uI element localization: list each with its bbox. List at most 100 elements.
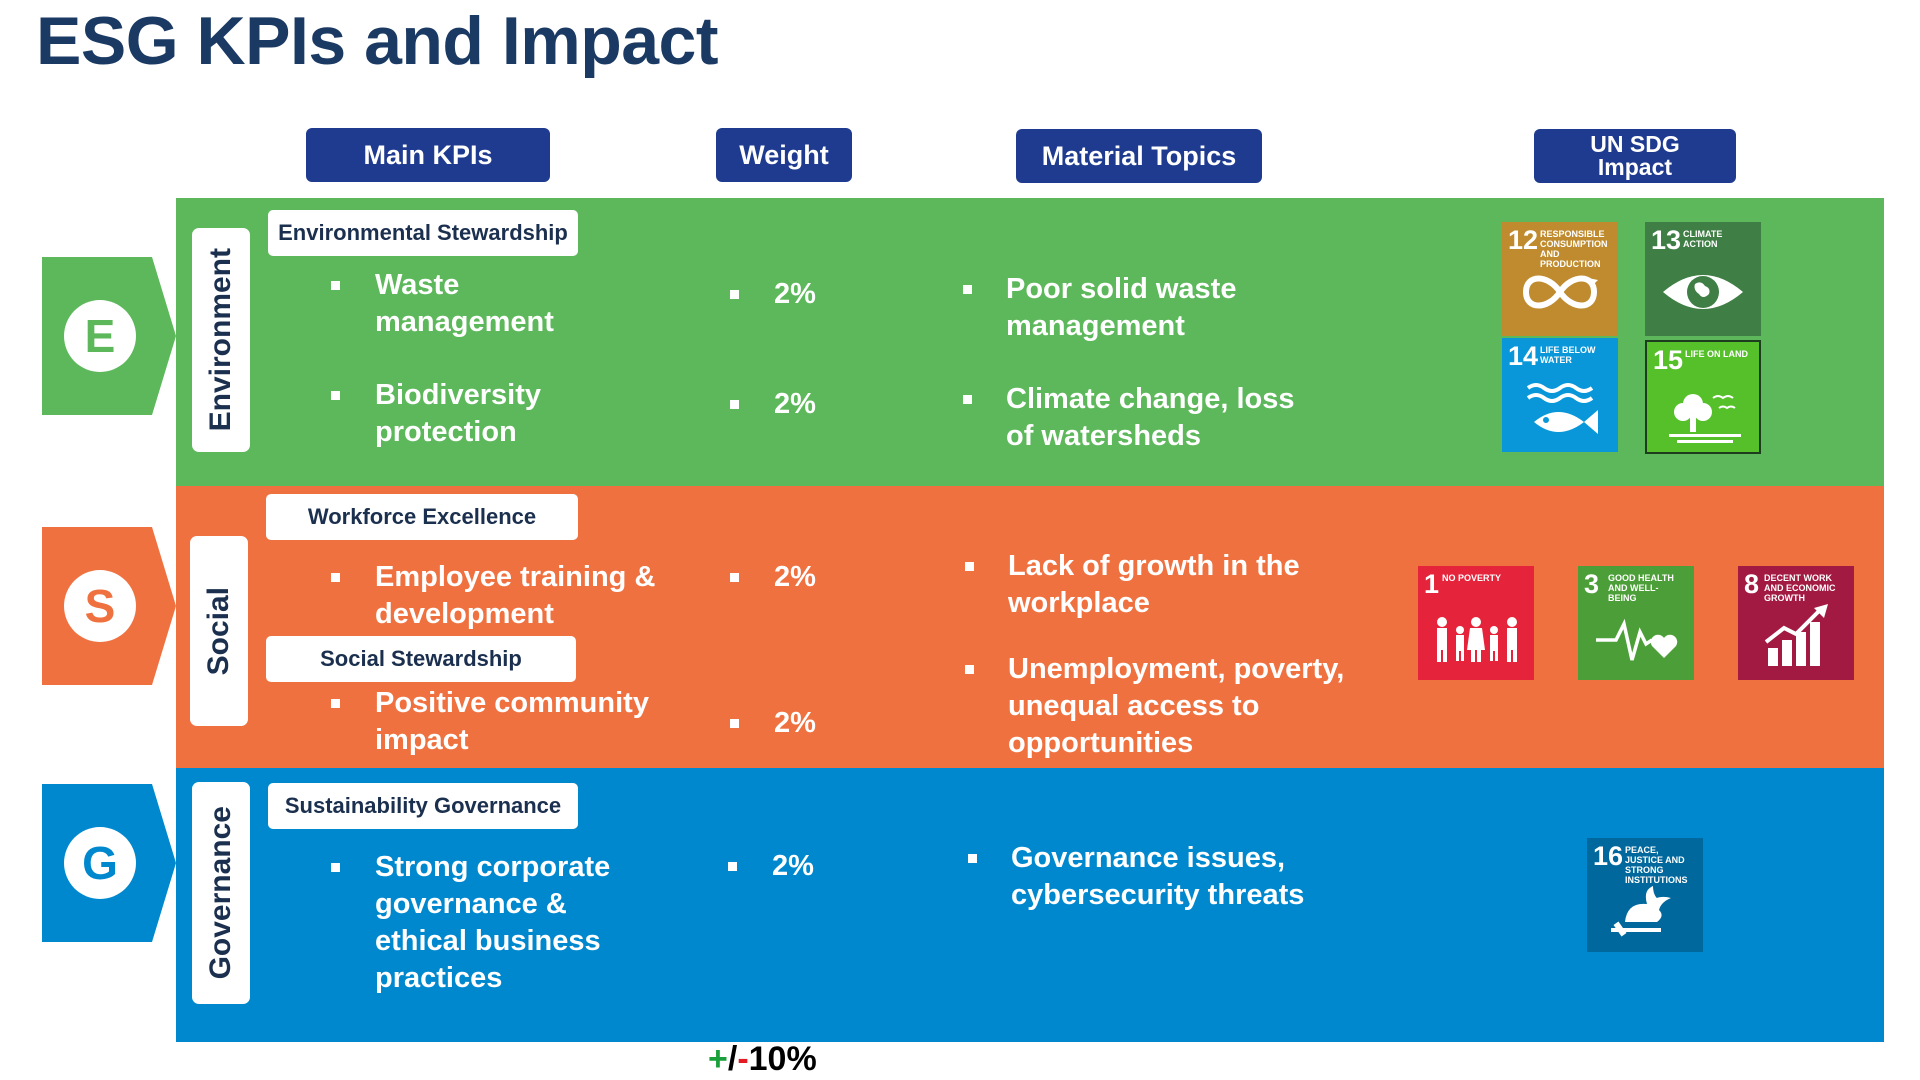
sdg8-tile: 8 Decent Work and Economic Growth — [1738, 566, 1854, 680]
social-letter: S — [64, 570, 136, 642]
topic-line: Governance issues, — [1011, 842, 1286, 874]
sdg14-number: 14 — [1508, 341, 1539, 371]
weight-value: 2% — [774, 561, 816, 593]
family-icon — [1437, 617, 1517, 662]
kpi-line: development — [375, 598, 554, 630]
sdg15-label: Life On Land — [1685, 349, 1748, 359]
topic-line: workplace — [1008, 587, 1150, 619]
sdg12-label: Responsible Consumption and Production — [1540, 229, 1608, 269]
kpi-line: practices — [375, 962, 503, 994]
topic-line: Lack of growth in the — [1008, 550, 1300, 582]
bullet-icon — [963, 395, 972, 404]
tree-birds-icon — [1669, 394, 1741, 443]
bullet-icon — [968, 854, 977, 863]
eye-globe-icon — [1663, 275, 1743, 309]
sdg15-number: 15 — [1653, 345, 1684, 375]
header-material-topics-label: Material Topics — [1041, 140, 1237, 171]
sdg3-label: Good Health and Well-Being — [1608, 573, 1674, 603]
sdg1-number: 1 — [1424, 569, 1440, 599]
sdg12-number: 12 — [1508, 225, 1539, 255]
header-un-sdg-line1: UN SDG — [1590, 131, 1680, 157]
kpi-line: protection — [375, 416, 517, 448]
header-weight: Weight — [716, 128, 852, 182]
governance-label: Governance — [192, 782, 250, 1004]
sdg13-number: 13 — [1651, 225, 1682, 255]
bullet-icon — [331, 281, 340, 290]
subgroup-sustainability-governance: Sustainability Governance — [268, 783, 578, 829]
bullet-icon — [730, 573, 739, 582]
sdg12-tile: 12 Responsible Consumption and Productio… — [1502, 222, 1618, 336]
topic-line: Poor solid waste — [1006, 273, 1237, 305]
tolerance-note: +/-10% — [708, 1040, 817, 1079]
kpi-line: management — [375, 306, 554, 338]
topic-line: opportunities — [1008, 727, 1194, 759]
environment-label-text: Environment — [204, 248, 237, 432]
social-label-text: Social — [202, 586, 235, 676]
bullet-icon — [963, 285, 972, 294]
header-un-sdg: UN SDG Impact — [1534, 129, 1736, 183]
kpi-line: Waste — [375, 269, 460, 301]
header-material-topics: Material Topics — [1016, 129, 1262, 183]
social-tab: S — [42, 527, 190, 685]
topic-line: cybersecurity threats — [1011, 879, 1305, 911]
dove-gavel-icon — [1611, 886, 1671, 937]
subgroup-environmental-stewardship: Environmental Stewardship — [268, 210, 578, 256]
header-un-sdg-line2: Impact — [1597, 154, 1673, 180]
sdg16-label: Peace, Justice and Strong Institutions — [1625, 845, 1688, 885]
sdg14-label: Life Below Water — [1540, 345, 1596, 365]
environment-tab: E — [42, 257, 190, 415]
kpi-line: ethical business — [375, 925, 601, 957]
governance-letter: G — [64, 827, 136, 899]
weight-value: 2% — [774, 707, 816, 739]
weight-value: 2% — [774, 278, 816, 310]
environment-letter: E — [64, 300, 136, 372]
bullet-icon — [331, 391, 340, 400]
kpi-line: impact — [375, 724, 469, 756]
sdg13-label: Climate Action — [1683, 229, 1723, 249]
governance-label-text: Governance — [204, 806, 237, 980]
sdg8-number: 8 — [1744, 569, 1760, 599]
bullet-icon — [730, 400, 739, 409]
header-main-kpis-label: Main KPIs — [363, 139, 493, 170]
subgroup-social-stewardship: Social Stewardship — [266, 636, 576, 682]
weight-value: 2% — [774, 388, 816, 420]
sdg1-label: No Poverty — [1442, 573, 1502, 583]
page-title: ESG KPIs and Impact — [36, 3, 719, 79]
sdg16-number: 16 — [1593, 841, 1624, 871]
sdg3-number: 3 — [1584, 569, 1600, 599]
growth-chart-icon — [1764, 604, 1828, 666]
environment-label: Environment — [192, 228, 250, 452]
tolerance-plus: + — [708, 1040, 728, 1078]
topic-line: unequal access to — [1008, 690, 1260, 722]
topic-line: management — [1006, 310, 1185, 342]
bullet-icon — [728, 862, 737, 871]
weight-value: 2% — [772, 850, 814, 882]
sdg13-tile: 13 Climate Action — [1645, 222, 1761, 336]
sdg15-tile: 15 Life On Land — [1645, 340, 1761, 454]
tolerance-value: 10% — [748, 1040, 817, 1078]
header-weight-label: Weight — [739, 139, 829, 170]
heartbeat-icon — [1596, 618, 1678, 661]
bullet-icon — [730, 290, 739, 299]
kpi-line: Biodiversity — [375, 379, 541, 411]
header-main-kpis: Main KPIs — [306, 128, 550, 182]
infinity-icon — [1522, 275, 1598, 309]
kpi-line: Employee training & — [375, 561, 656, 593]
sdg1-tile: 1 No Poverty — [1418, 566, 1534, 680]
kpi-line: Positive community — [375, 687, 649, 719]
kpi-line: Strong corporate — [375, 851, 611, 883]
sdg14-tile: 14 Life Below Water — [1502, 338, 1618, 452]
bullet-icon — [331, 573, 340, 582]
governance-tab: G — [42, 784, 190, 942]
subgroup-workforce-excellence: Workforce Excellence — [266, 494, 578, 540]
sdg8-label: Decent Work and Economic Growth — [1764, 573, 1836, 603]
topic-line: of watersheds — [1006, 420, 1201, 452]
bullet-icon — [331, 863, 340, 872]
sdg16-tile: 16 Peace, Justice and Strong Institution… — [1587, 838, 1703, 952]
kpi-line: governance & — [375, 888, 567, 920]
bullet-icon — [965, 665, 974, 674]
bullet-icon — [331, 699, 340, 708]
sdg3-tile: 3 Good Health and Well-Being — [1578, 566, 1694, 680]
topic-line: Unemployment, poverty, — [1008, 653, 1345, 685]
fish-icon — [1526, 383, 1598, 434]
